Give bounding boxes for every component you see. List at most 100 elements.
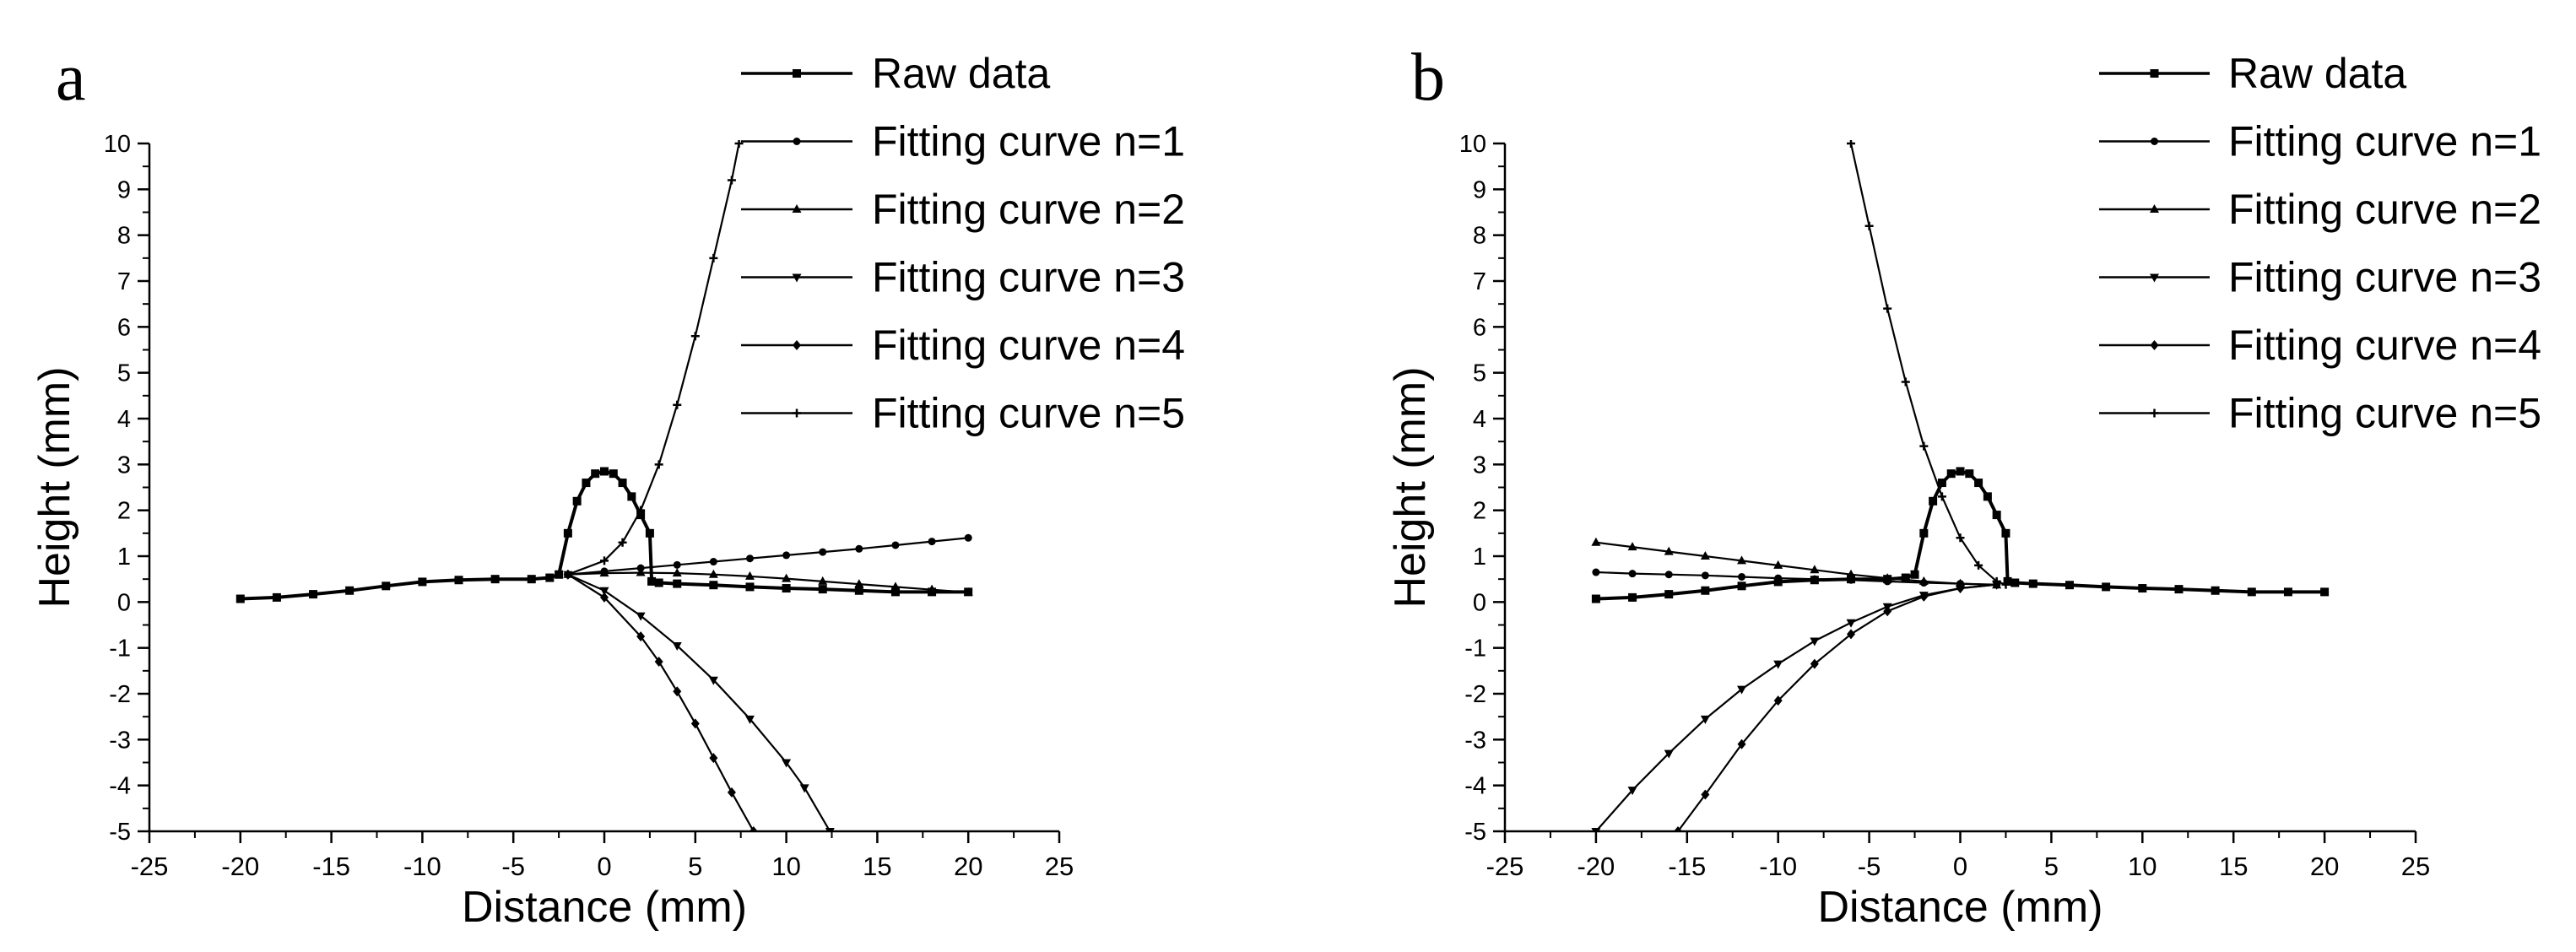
data-point (890, 581, 901, 591)
data-point (744, 571, 755, 580)
data-point (527, 575, 536, 584)
y-tick-label: -4 (109, 773, 131, 800)
legend-item: Fitting curve n=2 (741, 186, 1185, 233)
data-point (890, 587, 900, 597)
x-tick-label: 10 (771, 852, 800, 881)
legend-label: Fitting curve n=1 (2228, 118, 2541, 165)
legend-marker (2150, 340, 2159, 350)
legend-marker (2150, 273, 2159, 283)
data-point (545, 573, 555, 582)
chart-panel-b: b-25 -20 -15 -10 -5 0 5 10 15 20 25-5-4-3-2-101234… (1386, 41, 2541, 932)
data-point (1901, 573, 1910, 582)
data-point (1910, 570, 1919, 579)
data-point (627, 492, 636, 501)
y-tick-label: 0 (117, 589, 131, 616)
y-tick-label: 8 (117, 223, 131, 250)
data-point (1946, 469, 1956, 479)
data-point (1882, 573, 1892, 582)
data-point (654, 656, 663, 667)
data-point (819, 548, 827, 556)
data-point (1956, 583, 1965, 594)
data-point (709, 558, 717, 566)
data-point (1846, 619, 1856, 628)
data-point (636, 511, 646, 520)
data-point (782, 573, 792, 582)
data-point (1591, 594, 1600, 603)
data-point (1847, 629, 1856, 640)
y-tick-label: -5 (109, 819, 131, 846)
data-point (1846, 569, 1856, 578)
data-point (1883, 304, 1892, 313)
data-point (563, 570, 572, 579)
data-point (1883, 606, 1892, 617)
data-point (1810, 575, 1819, 583)
y-tick-label: 3 (117, 452, 131, 479)
legend-marker (793, 408, 801, 418)
series-line (567, 537, 969, 576)
y-tick-label: 6 (1473, 314, 1486, 341)
data-point (382, 581, 391, 591)
data-point (1700, 551, 1710, 560)
legend-marker (793, 138, 801, 145)
legend-item: Fitting curve n=5 (2099, 390, 2541, 437)
legend-item: Fitting curve n=4 (741, 322, 1185, 369)
legend-label: Raw data (872, 50, 1050, 97)
data-point (454, 576, 463, 585)
data-point (1737, 581, 1746, 591)
y-tick-label: 3 (1473, 452, 1486, 479)
legend-label: Fitting curve n=3 (872, 254, 1185, 301)
series-raw-data (235, 467, 973, 603)
data-point (345, 586, 354, 595)
series-fitting-curve-n-5 (1847, 140, 2010, 589)
legend-label: Fitting curve n=5 (872, 390, 1185, 437)
data-point (2283, 587, 2292, 597)
data-point (963, 587, 973, 596)
data-point (618, 479, 627, 488)
data-point (418, 577, 427, 587)
y-tick-label: 9 (1473, 176, 1486, 203)
y-tick-label: 0 (1473, 589, 1486, 616)
legend-item: Fitting curve n=1 (741, 118, 1185, 165)
data-point (818, 576, 828, 585)
legend-label: Fitting curve n=3 (2228, 254, 2541, 301)
x-tick-label: 5 (2044, 852, 2059, 881)
data-point (599, 568, 609, 577)
data-point (1774, 574, 1783, 582)
y-tick-label: -5 (1464, 819, 1486, 846)
y-tick-label: 1 (117, 544, 131, 571)
legend-item: Raw data (741, 50, 1050, 97)
data-point (1929, 496, 1938, 506)
series-fitting-curve-n-2 (563, 567, 973, 596)
data-point (709, 253, 718, 262)
data-point (636, 567, 646, 576)
data-point (1627, 542, 1637, 551)
data-point (782, 584, 791, 593)
data-point (1737, 738, 1746, 749)
data-point (709, 753, 718, 764)
y-axis-label: Height (mm) (30, 366, 79, 608)
data-point (2174, 585, 2184, 594)
legend-item: Fitting curve n=1 (2099, 118, 2541, 165)
x-tick-label: 0 (1953, 852, 1967, 881)
data-point (1737, 685, 1747, 695)
data-point (563, 528, 572, 538)
data-point (2065, 581, 2074, 590)
legend-label: Fitting curve n=2 (872, 186, 1185, 233)
data-point (2001, 580, 2010, 589)
legend-label: Fitting curve n=4 (872, 322, 1185, 369)
data-point (618, 538, 627, 547)
data-point (1773, 560, 1783, 569)
data-point (927, 584, 937, 593)
data-point (745, 582, 755, 592)
y-tick-label: -4 (1464, 773, 1486, 800)
data-point (1627, 787, 1637, 796)
data-point (1664, 571, 1673, 579)
legend-label: Fitting curve n=5 (2228, 390, 2541, 437)
x-tick-label: 25 (1045, 852, 1074, 881)
legend-item: Fitting curve n=3 (2099, 254, 2541, 301)
data-point (673, 560, 681, 569)
data-point (854, 586, 863, 595)
x-axis-label: Distance (mm) (1817, 883, 2102, 932)
data-point (1773, 660, 1783, 669)
